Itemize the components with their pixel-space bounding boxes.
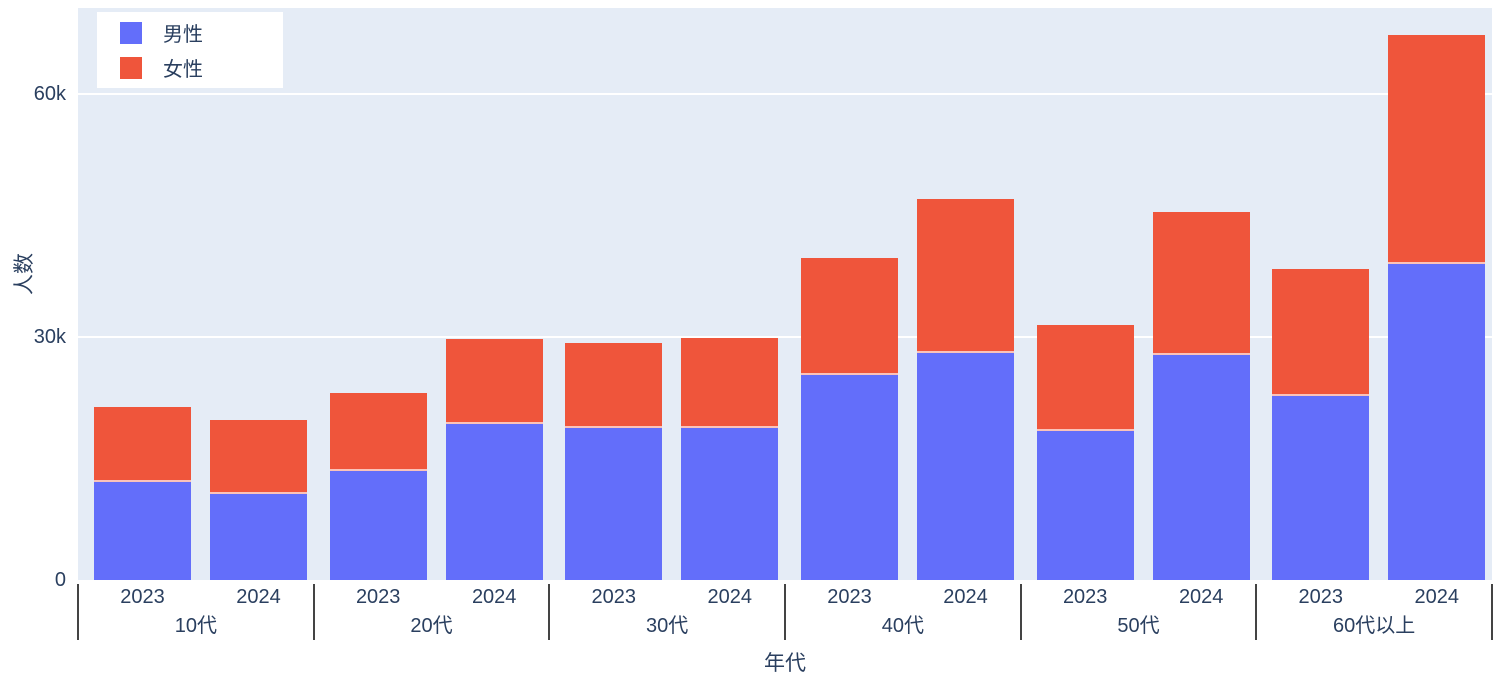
gridline [78, 335, 1492, 338]
y-tick-label: 0 [54, 569, 66, 591]
bar-segment-male [94, 482, 191, 580]
bar-segment-female [801, 257, 898, 375]
bar-segment-female [1388, 34, 1486, 264]
group-divider [1491, 584, 1493, 640]
legend: 男性 女性 [97, 12, 283, 88]
bar-segment-female [1036, 324, 1134, 431]
x-tick-year: 2024 [943, 586, 988, 608]
x-tick-year: 2024 [471, 586, 517, 608]
plot-area[interactable] [78, 8, 1492, 580]
x-tick-year: 2024 [236, 586, 281, 608]
x-tick-group: 20代 [410, 615, 453, 637]
x-tick-group: 50代 [1117, 615, 1160, 637]
bar-segment-male [445, 423, 543, 580]
bar-segment-female [445, 338, 543, 424]
group-divider [312, 584, 315, 640]
group-divider [548, 584, 551, 640]
bar-segment-female [1152, 212, 1250, 355]
bar-segment-female [917, 199, 1014, 354]
legend-label-male: 男性 [163, 24, 203, 46]
male-swatch-icon [120, 21, 142, 44]
legend-label-female: 女性 [163, 59, 203, 81]
legend-item-male[interactable]: 男性 [97, 18, 283, 47]
bar-segment-male [681, 427, 779, 580]
x-tick-year: 2023 [120, 586, 165, 608]
x-tick-year: 2023 [355, 586, 401, 608]
bar-segment-female [565, 342, 663, 428]
x-tick-group: 30代 [646, 615, 689, 637]
group-divider [784, 584, 786, 640]
bar-segment-female [1272, 268, 1370, 397]
bar-segment-male [1152, 354, 1250, 580]
x-tick-year: 2024 [707, 586, 753, 608]
female-swatch-icon [120, 56, 142, 79]
bar-segment-male [565, 427, 663, 580]
x-tick-year: 2024 [1414, 586, 1460, 608]
group-divider [1019, 584, 1022, 640]
y-tick-label: 60k [33, 82, 66, 105]
x-tick-group: 60代以上 [1333, 615, 1416, 637]
group-divider [77, 584, 79, 640]
bar-segment-male [1388, 264, 1486, 580]
bar-segment-male [329, 471, 427, 580]
group-divider [1255, 584, 1258, 640]
bar-segment-male [210, 494, 307, 580]
x-axis-title: 年代 [764, 652, 806, 675]
legend-item-female[interactable]: 女性 [97, 53, 283, 82]
bar-segment-male [801, 375, 898, 580]
bar-segment-female [329, 392, 427, 472]
y-axis-title: 人数 [13, 253, 36, 295]
x-tick-year: 2023 [827, 586, 872, 608]
y-tick-label: 30k [33, 325, 66, 348]
bar-segment-male [1036, 430, 1134, 580]
bar-segment-female [210, 419, 307, 495]
x-tick-year: 2023 [1062, 586, 1108, 608]
x-tick-year: 2023 [591, 586, 637, 608]
bar-segment-male [917, 353, 1014, 580]
bar-segment-female [681, 337, 779, 428]
x-tick-group: 10代 [174, 615, 217, 637]
bar-segment-female [94, 406, 191, 482]
bar-segment-male [1272, 396, 1370, 580]
x-tick-year: 2023 [1298, 586, 1344, 608]
x-tick-group: 40代 [881, 615, 924, 637]
x-tick-year: 2024 [1178, 586, 1224, 608]
gridline [78, 92, 1492, 95]
